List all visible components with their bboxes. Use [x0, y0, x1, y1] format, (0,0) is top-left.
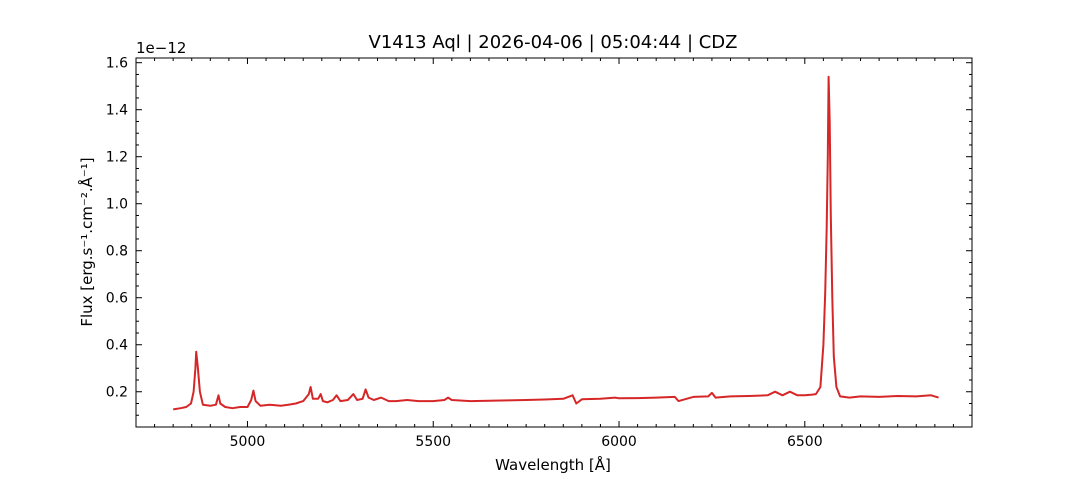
- y-axis-label: Flux [erg.s⁻¹.cm⁻².Å⁻¹]: [77, 157, 96, 326]
- chart-title: V1413 Aql | 2026-04-06 | 05:04:44 | CDZ: [369, 32, 738, 53]
- y-tick-label: 0.6: [106, 291, 128, 307]
- y-offset-label: 1e−12: [136, 39, 186, 57]
- x-axis-ticks: 5000 5500 6000 6500: [154, 58, 954, 450]
- y-tick-label: 1.6: [106, 56, 128, 72]
- x-tick-label: 5500: [415, 434, 451, 450]
- x-tick-label: 6500: [787, 434, 823, 450]
- y-axis-ticks: 0.2 0.4 0.6 0.8 1.0 1.2 1.4 1.6: [106, 56, 972, 428]
- plot-frame: [135, 57, 973, 428]
- y-tick-label: 0.2: [106, 385, 128, 401]
- x-tick-label: 6000: [601, 434, 637, 450]
- y-tick-label: 1.2: [106, 150, 128, 166]
- x-tick-label: 5000: [230, 434, 266, 450]
- x-axis-label: Wavelength [Å]: [495, 455, 611, 474]
- spectrum-line: [173, 75, 939, 411]
- y-tick-label: 1.4: [106, 103, 128, 119]
- y-tick-label: 0.4: [106, 338, 128, 354]
- y-tick-label: 1.0: [106, 197, 128, 213]
- y-tick-label: 0.8: [106, 244, 128, 260]
